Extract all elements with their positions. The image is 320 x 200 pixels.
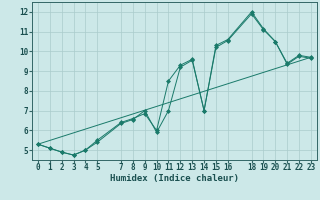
X-axis label: Humidex (Indice chaleur): Humidex (Indice chaleur) [110,174,239,183]
